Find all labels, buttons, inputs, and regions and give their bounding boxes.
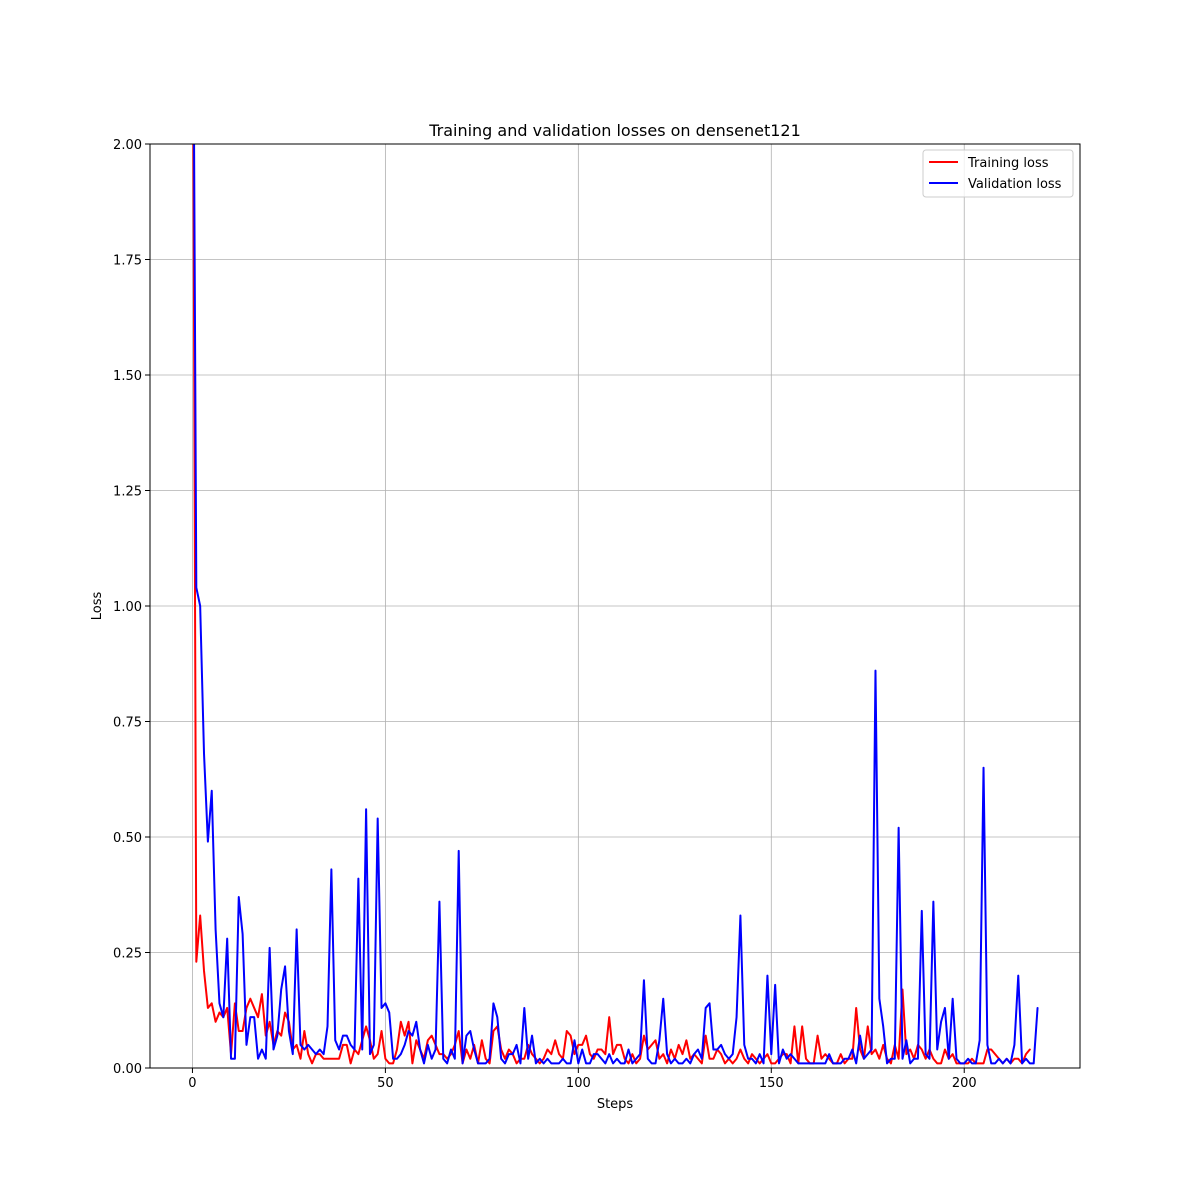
- y-tick-label: 0.00: [113, 1062, 142, 1077]
- y-tick-label: 1.50: [113, 369, 142, 384]
- x-tick-label: 150: [759, 1076, 784, 1091]
- x-tick-label: 0: [188, 1076, 196, 1091]
- y-tick-label: 0.50: [113, 831, 142, 846]
- x-axis-label: Steps: [597, 1097, 634, 1112]
- legend-label-training-loss: Training loss: [967, 156, 1049, 171]
- y-axis-label: Loss: [90, 592, 105, 621]
- chart-title: Training and validation losses on densen…: [428, 121, 801, 140]
- x-tick-label: 100: [566, 1076, 591, 1091]
- chart-legend: Training loss Validation loss: [922, 149, 1074, 198]
- x-tick-label: 50: [377, 1076, 394, 1091]
- series-line-training-loss: [192, 144, 1031, 1065]
- x-tick-label: 200: [952, 1076, 977, 1091]
- legend-box: [922, 149, 1074, 198]
- y-tick-label: 0.75: [113, 716, 142, 731]
- y-tick-label: 2.00: [113, 138, 142, 153]
- axis-ticks: 0 50 100 150 200 0.00 0.25 0.50 0.75 1.00 1.25 1.50…: [113, 138, 977, 1091]
- y-tick-label: 0.25: [113, 947, 142, 962]
- y-tick-label: 1.75: [113, 254, 142, 269]
- y-tick-label: 1.25: [113, 485, 142, 500]
- legend-label-validation-loss: Validation loss: [968, 177, 1062, 192]
- series-line-validation-loss: [193, 144, 1039, 1065]
- plot-series: [192, 144, 1039, 1065]
- y-tick-label: 1.00: [113, 600, 142, 615]
